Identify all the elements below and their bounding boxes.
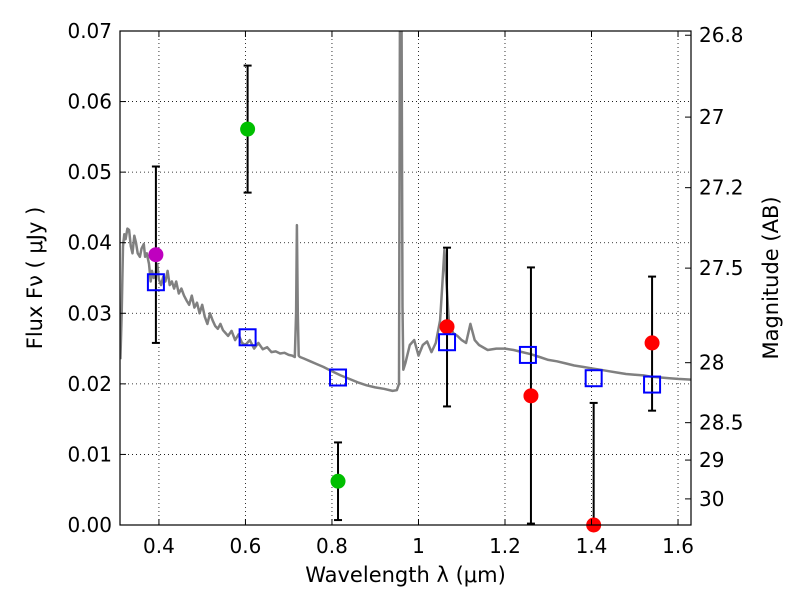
observed-violet-point [148, 247, 164, 263]
axes: 0.4 0.6 0.8 1 1.2 1.4 1.6 0.00 0.01 0.02 0.03 0.04 0… [67, 19, 743, 558]
mag-tick-label: 27.5 [699, 256, 744, 280]
y-tick-label: 0.07 [67, 19, 112, 43]
y-tick-label: 0.01 [67, 442, 112, 466]
y-tick-label: 0.05 [67, 160, 112, 184]
x-tick-label: 0.8 [316, 534, 348, 558]
mag-tick-label: 27.2 [699, 176, 744, 200]
observed-green-point [240, 121, 256, 137]
plot-frame [119, 30, 692, 526]
y-tick-label: 0.03 [67, 301, 112, 325]
x-tick-label: 1.6 [662, 534, 694, 558]
observed-red-point [439, 319, 455, 335]
model-photometry-square [238, 328, 257, 347]
mag-tick-label: 28 [699, 351, 724, 375]
y-axis-label: Flux Fν ( μJy ) [23, 207, 47, 350]
model-photometry-square [146, 273, 165, 292]
model-photometry-square [438, 333, 457, 352]
mag-tick-label: 29 [699, 448, 724, 472]
x-tick-label: 1 [412, 534, 425, 558]
x-tick-label: 0.6 [230, 534, 262, 558]
y-tick-label: 0.00 [67, 513, 112, 537]
model-photometry-square [518, 345, 537, 364]
mag-tick-label: 27 [699, 105, 724, 129]
observed-red-point [644, 335, 660, 351]
axis-labels: Wavelength λ (μm) Flux Fν ( μJy ) Magnit… [23, 196, 783, 587]
model-photometry-square [643, 375, 662, 394]
y2-axis-label: Magnitude (AB) [759, 196, 783, 359]
y-tick-label: 0.02 [67, 372, 112, 396]
mag-tick-label: 28.5 [699, 411, 744, 435]
y-tick-label: 0.04 [67, 231, 112, 255]
x-axis-label: Wavelength λ (μm) [305, 563, 506, 587]
x-tick-label: 1.4 [576, 534, 608, 558]
mag-tick-label: 30 [699, 487, 724, 511]
model-photometry-square [584, 369, 603, 388]
x-tick-label: 0.4 [143, 534, 175, 558]
observed-red-point [523, 388, 539, 404]
observed-green-point [330, 473, 346, 489]
model-photometry-square [329, 368, 348, 387]
x-tick-label: 1.2 [489, 534, 521, 558]
y-tick-label: 0.06 [67, 90, 112, 114]
mag-tick-label: 26.8 [699, 23, 744, 47]
